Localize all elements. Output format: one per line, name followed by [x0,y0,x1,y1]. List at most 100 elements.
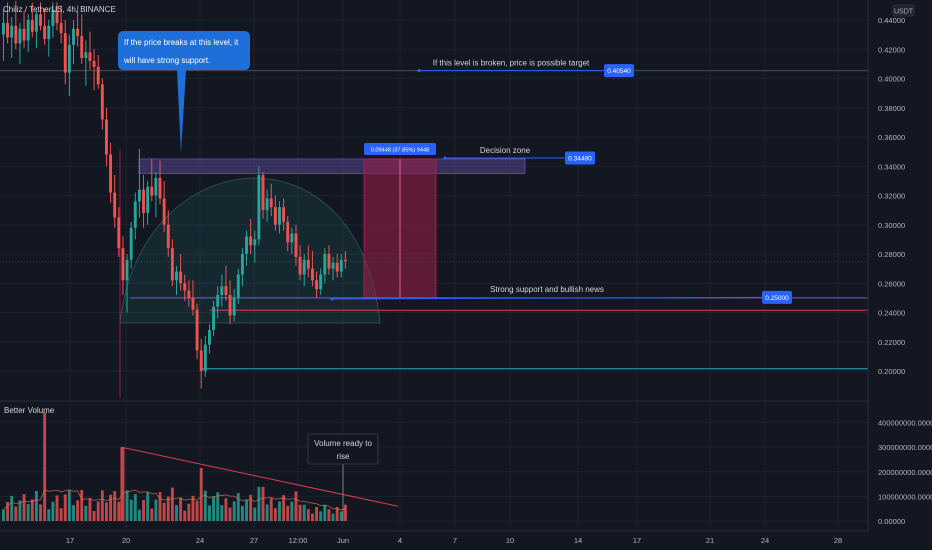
candle-body [335,262,339,272]
volume-bar [183,510,187,521]
volume-bar [43,412,47,521]
volume-bars [2,412,347,521]
price-tick-label: 0.28000 [878,250,905,259]
candle-body [245,236,248,254]
volume-bar [339,511,343,521]
candle-body [343,259,347,262]
price-tick-label: 0.40000 [878,75,905,84]
price-tick-label: 0.38000 [878,104,905,113]
candle-body [216,294,220,307]
time-axis-bg [0,531,932,550]
candle-body [212,306,216,331]
candle-body [55,9,59,23]
volume-bar [14,506,18,521]
candle-body [199,350,203,371]
decision-price-box [565,151,595,165]
volume-bar [191,495,195,521]
candle-body [154,177,158,196]
volume-bar [125,490,129,521]
volume-bar [220,505,224,521]
candle-body [63,33,67,73]
volume-bar [179,497,183,521]
volume-bar [39,504,42,521]
price-tick-label: 0.30000 [878,221,905,230]
time-tick-label: 10 [506,536,514,545]
volume-bar [315,506,319,521]
candle-body [187,290,191,298]
time-axis[interactable]: 17 20 24 27 12:00 Jun 4 7 10 14 17 21 24 28 [0,530,932,550]
candle-body [137,189,141,202]
decision-zone-box [138,158,526,174]
candle-body [195,309,199,351]
candle-body [121,248,125,281]
volume-bar [257,486,261,521]
volume-bar [150,508,154,521]
candle-body [96,66,100,85]
volume-bar [245,499,248,521]
candle-body [80,36,84,59]
volume-bar [72,505,75,521]
volume-bar [319,511,323,521]
volume-tick-label: 0.00000 [878,517,905,526]
callout-text-line1: If the price breaks at this level, it [124,38,239,47]
volume-trend-line [120,446,399,507]
volume-bar [323,504,327,521]
currency-badge [892,4,915,17]
time-tick-label: 28 [834,536,842,545]
candle-body [30,20,34,32]
candle-body [142,189,145,214]
price-axis[interactable]: 0.44000 0.42000 0.40000 0.38000 0.36000 0.340… [867,0,932,531]
candle-body [183,283,187,291]
callout-bubble [118,31,250,153]
volume-bar [290,501,294,521]
candle-body [43,25,47,40]
volume-note-line2: rise [337,452,350,461]
volume-bar [76,500,80,521]
candle-body [220,286,224,295]
volume-bar [203,490,207,521]
time-ticks: 17 20 24 27 12:00 Jun 4 7 10 14 17 21 24 28 [66,536,842,545]
volume-bar [80,489,84,521]
volume-tick-label: 100000000.00000 [878,492,932,501]
volume-bar [261,486,265,521]
candle-body [265,198,269,211]
volume-bar [142,499,145,521]
currency-label: USDT [894,9,914,16]
time-tick-label: 24 [761,536,769,545]
time-tick-label: 24 [196,536,204,545]
candle-body [146,186,150,214]
volume-bar [298,504,302,521]
target-annotation-text: If this level is broken, price is possib… [433,59,590,68]
volume-bar [302,504,306,521]
volume-note-line1: Volume ready to [314,439,372,448]
price-tick-label: 0.26000 [878,279,905,288]
candle-body [327,254,331,269]
volume-bar [253,507,257,521]
candle-body [339,259,343,272]
volume-bar [51,501,55,521]
volume-bar [286,505,290,521]
price-tick-label: 0.32000 [878,192,905,201]
volume-bar [208,505,211,521]
volume-bar [273,508,277,521]
volume-bar [18,500,22,521]
time-tick-label: Jun [337,536,349,545]
candle-body [125,259,129,281]
candle-body [232,297,236,316]
candle-body [92,60,96,67]
candle-body [162,198,166,225]
price-tick-label: 0.34000 [878,162,905,171]
volume-note-box [307,433,379,465]
candle-body [298,256,302,275]
candle-body [331,262,335,269]
candle-body [273,207,277,225]
candle-body [224,286,228,295]
volume-bar [232,501,236,521]
price-axis-bg [868,0,932,531]
volume-bar [55,495,59,521]
volume-bar [47,509,51,521]
candle-body [67,44,71,73]
candle-body [170,248,174,281]
candle-body [129,227,133,260]
